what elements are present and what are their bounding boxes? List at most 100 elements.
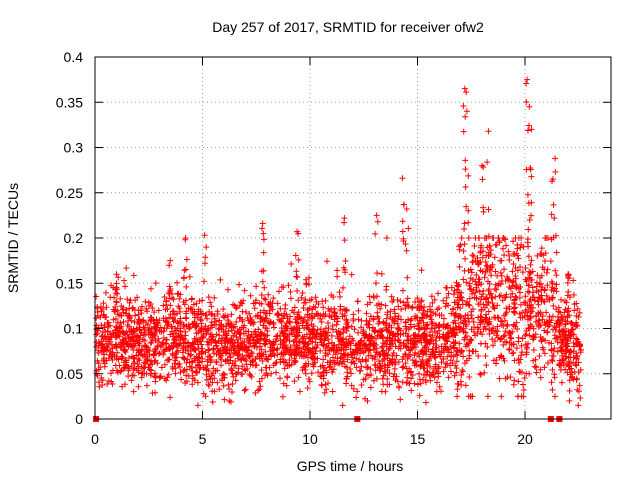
data-point (390, 330, 397, 337)
data-point (562, 298, 569, 305)
data-point (165, 371, 172, 378)
data-point (203, 376, 210, 383)
data-point (166, 314, 173, 321)
data-point (508, 335, 515, 342)
data-point (515, 378, 522, 385)
data-point (469, 393, 476, 400)
data-point (220, 382, 227, 389)
data-point (490, 357, 497, 364)
data-point (381, 349, 388, 356)
data-point (535, 295, 542, 302)
data-point (195, 354, 202, 361)
data-point (470, 253, 477, 260)
data-point (492, 281, 499, 288)
data-point (319, 298, 326, 305)
data-point (501, 332, 508, 339)
data-point (512, 235, 519, 241)
data-point (422, 399, 429, 406)
data-point (522, 341, 529, 348)
data-point (408, 387, 415, 394)
data-point (257, 383, 264, 390)
data-point (475, 353, 482, 360)
data-point (305, 360, 312, 367)
data-point (296, 388, 303, 395)
data-point (556, 362, 563, 369)
peak-point (399, 218, 406, 225)
data-point (207, 376, 214, 383)
data-point (456, 263, 463, 270)
data-point (272, 338, 279, 345)
data-point (498, 393, 505, 400)
data-point (503, 339, 510, 346)
data-point (435, 305, 442, 312)
data-point (485, 308, 492, 315)
data-point (501, 252, 508, 259)
data-point (402, 360, 409, 367)
data-point (274, 332, 281, 339)
peak-point (402, 302, 409, 309)
data-point (287, 295, 294, 302)
peak-point (260, 230, 267, 237)
data-point (277, 333, 284, 339)
data-point (566, 348, 573, 355)
data-point (408, 375, 415, 382)
data-point (198, 358, 205, 365)
data-point (454, 294, 461, 301)
data-point (351, 326, 358, 333)
data-point (517, 263, 524, 270)
data-point (151, 372, 158, 379)
data-point (160, 351, 167, 358)
data-point (512, 304, 519, 311)
peak-point (480, 163, 487, 170)
data-point (186, 323, 193, 330)
data-point (250, 342, 257, 349)
data-point (469, 252, 476, 259)
peak-point (526, 103, 533, 110)
x-tick-label: 10 (302, 431, 318, 447)
data-point (381, 320, 388, 327)
data-point (184, 356, 191, 363)
data-point (208, 303, 215, 310)
peak-point (526, 217, 533, 224)
peak-point (402, 241, 409, 248)
data-point (514, 326, 521, 333)
data-point (543, 269, 550, 276)
data-point (488, 290, 495, 297)
data-point (271, 352, 278, 359)
data-point (548, 340, 555, 347)
data-point (302, 346, 309, 353)
data-point (106, 336, 113, 343)
data-point (460, 320, 467, 327)
data-point (412, 344, 419, 351)
data-point (308, 370, 315, 377)
data-point (378, 388, 385, 395)
peak-point (523, 98, 530, 105)
data-point (161, 348, 168, 355)
data-point (485, 320, 492, 327)
data-point (230, 373, 237, 380)
peak-point (485, 233, 492, 240)
peak-point (527, 277, 534, 284)
data-point (109, 381, 116, 388)
peak-point (399, 175, 406, 182)
data-point (382, 302, 389, 309)
peak-point (462, 157, 469, 164)
data-point (388, 324, 395, 331)
data-point (305, 375, 312, 382)
data-point (520, 393, 527, 400)
data-point (573, 312, 580, 319)
data-point (362, 375, 369, 382)
data-point (113, 344, 120, 351)
data-point (366, 336, 373, 343)
data-point (531, 297, 538, 304)
data-point (495, 235, 502, 241)
data-point (140, 365, 147, 372)
peak-point (480, 208, 487, 215)
peak-point (340, 284, 347, 291)
peak-point (565, 288, 572, 295)
data-point (183, 315, 190, 322)
data-point (309, 346, 316, 353)
data-point (306, 274, 313, 281)
data-point (511, 357, 518, 364)
data-point (418, 339, 425, 346)
